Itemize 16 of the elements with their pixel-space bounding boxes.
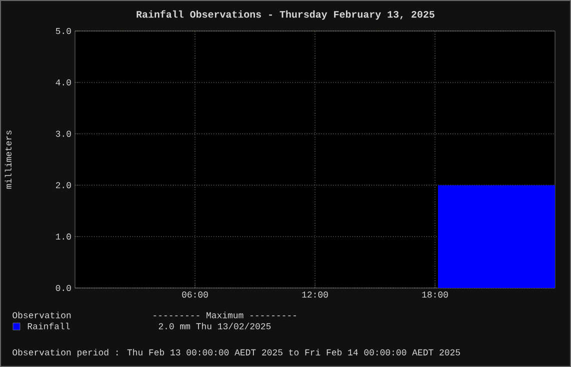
- y-axis-title: millimeters: [4, 130, 12, 189]
- text: --------- Maximum ---------: [154, 312, 296, 318]
- x-tick-label: 18:00: [422, 292, 448, 298]
- y-tick-label: 4.0: [56, 79, 71, 86]
- chart-title: Rainfall Observations - Thursday February 13, 2025: [136, 10, 434, 20]
- y-tick-label: 0.0: [56, 284, 71, 292]
- text: 2.0 mm Thu 13/02/2025: [158, 322, 271, 330]
- y-tick-label: 5.0: [56, 28, 71, 34]
- text: Observation: [12, 312, 71, 318]
- legend-label: Rainfall: [28, 322, 70, 330]
- x-tick-label: 12:00: [302, 292, 328, 298]
- text: Observation period : Thu Feb 13 00:00:00 AEDT 2025 to Fri Feb 14 00:00:00 AEDT 2025: [12, 348, 460, 358]
- y-tick-label: 2.0: [56, 182, 71, 188]
- y-tick-label: 3.0: [56, 130, 71, 137]
- y-tick-label: 1.0: [56, 234, 71, 240]
- x-tick-label: 06:00: [182, 292, 208, 298]
